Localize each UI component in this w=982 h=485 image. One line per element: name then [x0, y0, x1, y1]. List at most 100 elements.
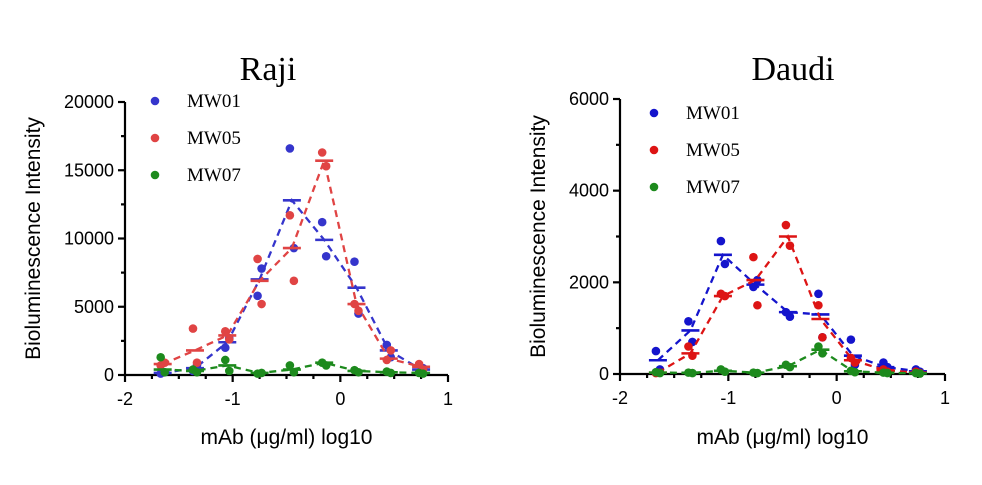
data-point: [814, 342, 823, 351]
data-point: [285, 144, 295, 153]
chart-panel-daudi: Daudi 0 2000 4000 6000 -2 -1 0 1 mAb (μg/ml) log1…: [527, 51, 950, 449]
data-point: [684, 316, 693, 326]
legend-label: MW01: [686, 103, 740, 124]
data-point: [749, 282, 758, 292]
data-point: [257, 368, 266, 378]
legend-label: MW05: [187, 128, 241, 149]
data-point: [651, 346, 661, 356]
data-point: [720, 259, 730, 269]
x-tick-label: -1: [225, 389, 241, 409]
x-tick-label: -1: [720, 388, 736, 408]
legend-marker: [150, 96, 160, 106]
data-point: [224, 335, 234, 344]
y-axis-label: Bioluminescence Intensity: [527, 115, 550, 358]
data-point: [684, 342, 693, 351]
legend-label: MW01: [187, 91, 241, 112]
data-point: [289, 367, 299, 377]
data-point: [915, 369, 925, 378]
legend-marker: [150, 170, 160, 180]
data-point: [814, 289, 823, 299]
data-point: [753, 368, 762, 378]
data-point: [785, 362, 795, 372]
data-point: [785, 241, 795, 250]
y-tick-label: 15000: [64, 160, 114, 180]
legend-label: MW07: [187, 165, 241, 186]
y-tick-label: 10000: [64, 229, 114, 249]
y-tick-label: 5000: [74, 297, 114, 317]
data-point: [418, 369, 428, 378]
x-tick-label: -2: [612, 388, 628, 408]
data-point: [846, 335, 856, 344]
legend-label: MW07: [686, 177, 740, 198]
data-point: [818, 333, 827, 342]
data-point: [192, 358, 202, 368]
data-point: [883, 368, 892, 378]
data-point: [160, 367, 169, 377]
data-point: [350, 299, 359, 309]
data-point: [814, 300, 823, 310]
data-point: [382, 355, 392, 365]
series-mean-line: [162, 361, 422, 375]
legend-marker: [649, 145, 659, 155]
data-point: [317, 148, 327, 157]
data-point: [220, 327, 230, 336]
x-axis-label: mAb (μg/ml) log10: [697, 426, 869, 449]
y-tick-label: 0: [599, 364, 609, 384]
x-tick-label: 0: [832, 388, 842, 408]
chart-panel-raji: Raji 0 5000 10000 15000 20000 -2 -1 0 1 mAb (μg/ml…: [22, 51, 453, 449]
legend-marker: [649, 108, 659, 118]
series-mw05: [648, 220, 927, 378]
data-point: [386, 346, 396, 355]
data-point: [285, 361, 295, 370]
data-point: [720, 367, 730, 377]
data-point: [749, 252, 758, 262]
series-mean-line: [162, 156, 422, 368]
y-tick-label: 2000: [569, 272, 609, 292]
data-point: [253, 254, 262, 264]
data-point: [818, 349, 827, 358]
chart-title: Daudi: [751, 51, 834, 88]
data-point: [285, 210, 295, 220]
chart-title: Raji: [240, 51, 297, 88]
y-tick-label: 6000: [569, 89, 609, 109]
data-point: [753, 300, 762, 310]
data-point: [386, 368, 396, 378]
data-point: [688, 351, 697, 360]
x-tick-label: 1: [940, 388, 950, 408]
y-tick-label: 20000: [64, 92, 114, 112]
data-point: [785, 312, 795, 322]
data-point: [156, 352, 165, 362]
data-point: [655, 368, 665, 378]
x-tick-label: 1: [443, 389, 453, 409]
series-mw07: [153, 352, 431, 378]
data-point: [688, 368, 697, 378]
x-tick-label: 0: [335, 389, 345, 409]
x-tick-label: -2: [117, 389, 133, 409]
data-point: [321, 161, 331, 171]
legend-marker: [150, 133, 160, 143]
y-tick-label: 0: [104, 365, 114, 385]
data-point: [220, 355, 230, 365]
data-point: [220, 343, 230, 353]
data-point: [188, 324, 198, 333]
data-point: [257, 264, 266, 273]
data-point: [850, 367, 860, 377]
data-point: [850, 358, 860, 367]
data-point: [192, 367, 202, 377]
data-point: [354, 306, 363, 316]
series-mw07: [648, 342, 927, 378]
data-point: [321, 251, 331, 261]
data-point: [354, 367, 363, 377]
data-point: [253, 291, 262, 301]
data-point: [716, 236, 726, 246]
data-point: [224, 366, 234, 376]
data-point: [350, 257, 359, 267]
legend-marker: [649, 182, 659, 192]
data-point: [257, 299, 266, 309]
data-point: [781, 220, 791, 230]
data-point: [317, 217, 327, 227]
y-axis-label: Bioluminescence Intensity: [22, 117, 45, 360]
legend-label: MW05: [686, 140, 740, 161]
y-tick-label: 4000: [569, 181, 609, 201]
data-point: [289, 276, 299, 286]
